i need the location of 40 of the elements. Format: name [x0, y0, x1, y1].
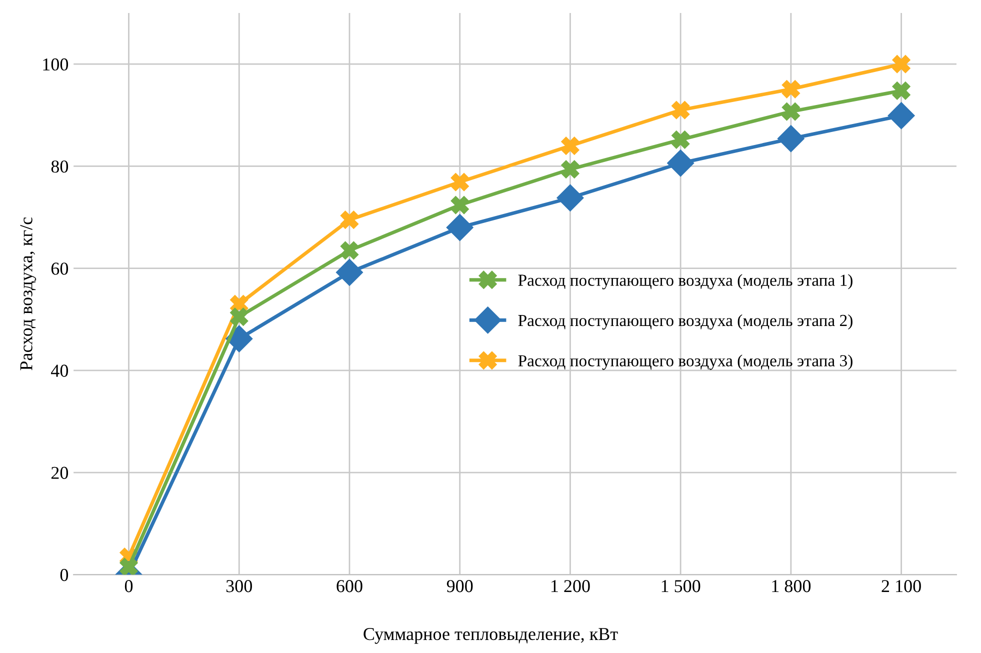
point	[120, 558, 138, 575]
point	[782, 102, 800, 121]
y-tick-label: 80	[51, 160, 68, 173]
point	[892, 55, 910, 74]
y-tick-label: 20	[51, 466, 68, 479]
point	[561, 136, 580, 155]
point	[672, 130, 690, 149]
point	[556, 184, 584, 212]
legend-label: Расход поступающего воздуха (модель этапа 2)	[518, 314, 852, 330]
x-tick-label: 1 800	[772, 580, 811, 592]
x-tick-label: 900	[446, 580, 473, 592]
y-tick-label: 0	[60, 568, 68, 582]
point	[340, 241, 359, 260]
point	[336, 258, 363, 286]
x-tick-label: 2 100	[882, 580, 921, 592]
point	[782, 80, 800, 98]
legend-label: Расход поступающего воздуха (модель этапа 1)	[518, 274, 852, 290]
x-axis-title: Суммарное тепловыделение, кВт	[364, 628, 618, 644]
point	[888, 102, 915, 130]
point	[450, 196, 469, 214]
point	[340, 210, 359, 229]
y-tick-label: 40	[51, 364, 68, 377]
x-tick-label: 600	[336, 580, 362, 592]
y-tick-label: 60	[51, 262, 68, 275]
point	[667, 150, 694, 177]
point	[672, 101, 690, 120]
point	[446, 214, 474, 241]
x-tick-label: 1 200	[551, 580, 590, 592]
x-tick-label: 300	[226, 580, 252, 592]
point	[230, 308, 248, 326]
y-tick-label: 100	[43, 58, 68, 71]
point	[450, 173, 469, 192]
x-tick-label: 0	[124, 580, 133, 592]
point	[561, 160, 580, 178]
y-axis-title: Расход воздуха, кг/с	[20, 217, 36, 370]
legend-label: Расход поступающего воздуха (модель этапа 3)	[518, 354, 852, 370]
x-tick-label: 1 500	[662, 580, 700, 592]
point	[892, 82, 910, 100]
point	[777, 125, 804, 152]
point	[226, 325, 253, 352]
